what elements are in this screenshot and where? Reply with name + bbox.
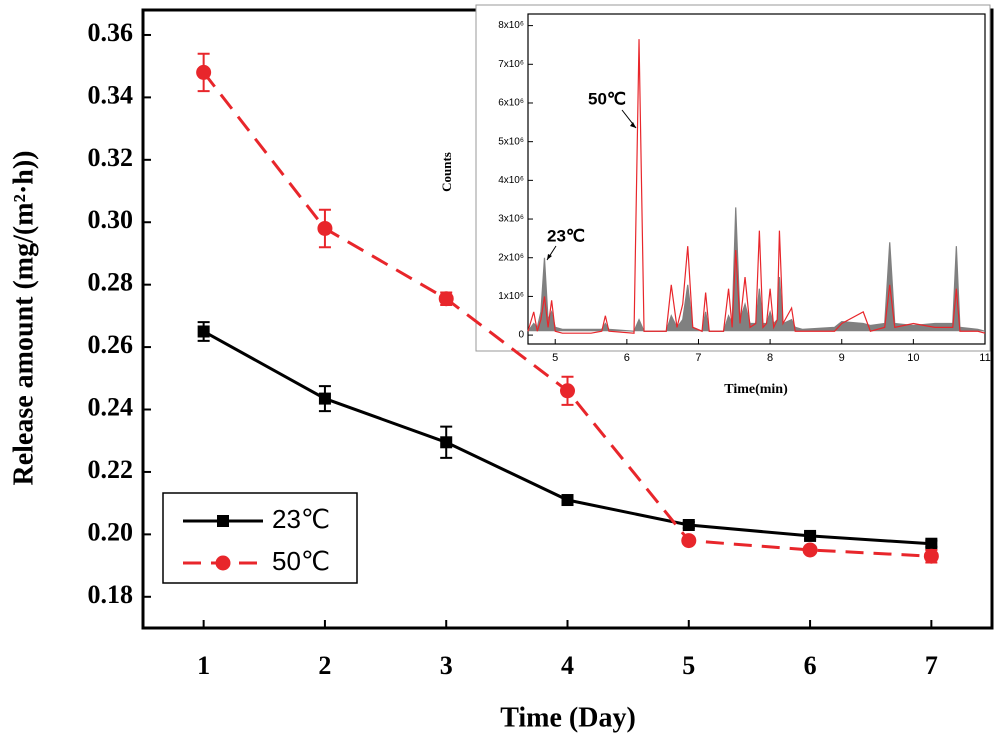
inset-x-tick-label: 7 (695, 352, 701, 364)
y-tick-label: 0.32 (88, 143, 134, 172)
x-tick-label: 3 (440, 651, 453, 680)
marker (682, 519, 695, 531)
marker (197, 325, 210, 338)
inset-y-tick-label: 4x10⁶ (498, 175, 524, 186)
inset-y-tick-label: 1x10⁶ (498, 291, 524, 302)
marker (317, 220, 333, 236)
legend-box (162, 492, 358, 584)
inset-x-label: Time(min) (724, 382, 788, 397)
marker (804, 529, 817, 542)
marker (438, 291, 454, 307)
y-tick-label: 0.18 (88, 580, 134, 609)
inset-y-tick-label: 8x10⁶ (498, 20, 524, 31)
marker (802, 542, 818, 558)
x-tick-label: 4 (561, 651, 574, 680)
x-tick-label: 6 (804, 651, 817, 680)
inset-y-label: Counts (439, 152, 454, 192)
chromatogram-trace (527, 207, 986, 333)
inset-y-tick-label: 5x10⁶ (498, 136, 524, 147)
marker (440, 436, 453, 449)
x-axis-label: Time (Day) (500, 702, 636, 733)
x-tick-label: 2 (318, 651, 331, 680)
y-tick-label: 0.34 (88, 80, 134, 109)
inset-y-tick-label: 3x10⁶ (498, 214, 524, 225)
y-tick-label: 0.22 (88, 455, 134, 484)
annotation: 50℃ (588, 89, 626, 108)
inset-plot-frame (527, 13, 986, 345)
legend-marker (217, 515, 229, 527)
y-axis-label: Release amount (mg/(m²·h)) (8, 150, 39, 485)
legend-label: 23℃ (272, 504, 330, 534)
y-tick-label: 0.36 (88, 18, 134, 47)
inset-x-tick-label: 9 (839, 352, 845, 364)
y-tick-label: 0.26 (88, 330, 134, 359)
inset-y-tick-label: 2x10⁶ (498, 252, 524, 263)
inset-y-tick-label: 6x10⁶ (498, 98, 524, 109)
x-tick-label: 7 (925, 651, 938, 680)
marker (560, 383, 575, 399)
inset-y-tick-label: 7x10⁶ (498, 59, 524, 70)
legend-marker (215, 555, 231, 571)
marker (196, 64, 212, 80)
inset-x-tick-label: 8 (767, 352, 773, 364)
x-tick-label: 1 (197, 651, 210, 680)
annotation-arrowhead (547, 254, 552, 260)
y-tick-label: 0.28 (88, 268, 134, 297)
annotation: 23℃ (547, 226, 585, 245)
x-tick-label: 5 (682, 651, 695, 680)
marker (561, 494, 574, 507)
inset-x-tick-label: 11 (979, 352, 990, 364)
marker (681, 533, 697, 549)
y-tick-label: 0.30 (88, 205, 134, 234)
y-tick-label: 0.20 (88, 517, 134, 546)
inset-x-tick-label: 5 (552, 352, 558, 364)
chromatogram-trace (527, 39, 986, 334)
inset-x-tick-label: 10 (907, 352, 919, 364)
legend-label: 50℃ (272, 546, 330, 576)
y-tick-label: 0.24 (88, 392, 134, 421)
annotation-arrowhead (630, 122, 636, 128)
marker (923, 548, 939, 564)
inset-y-tick-label: 0 (518, 330, 524, 341)
marker (318, 392, 331, 405)
inset-x-tick-label: 6 (624, 352, 630, 364)
marker (925, 537, 938, 550)
